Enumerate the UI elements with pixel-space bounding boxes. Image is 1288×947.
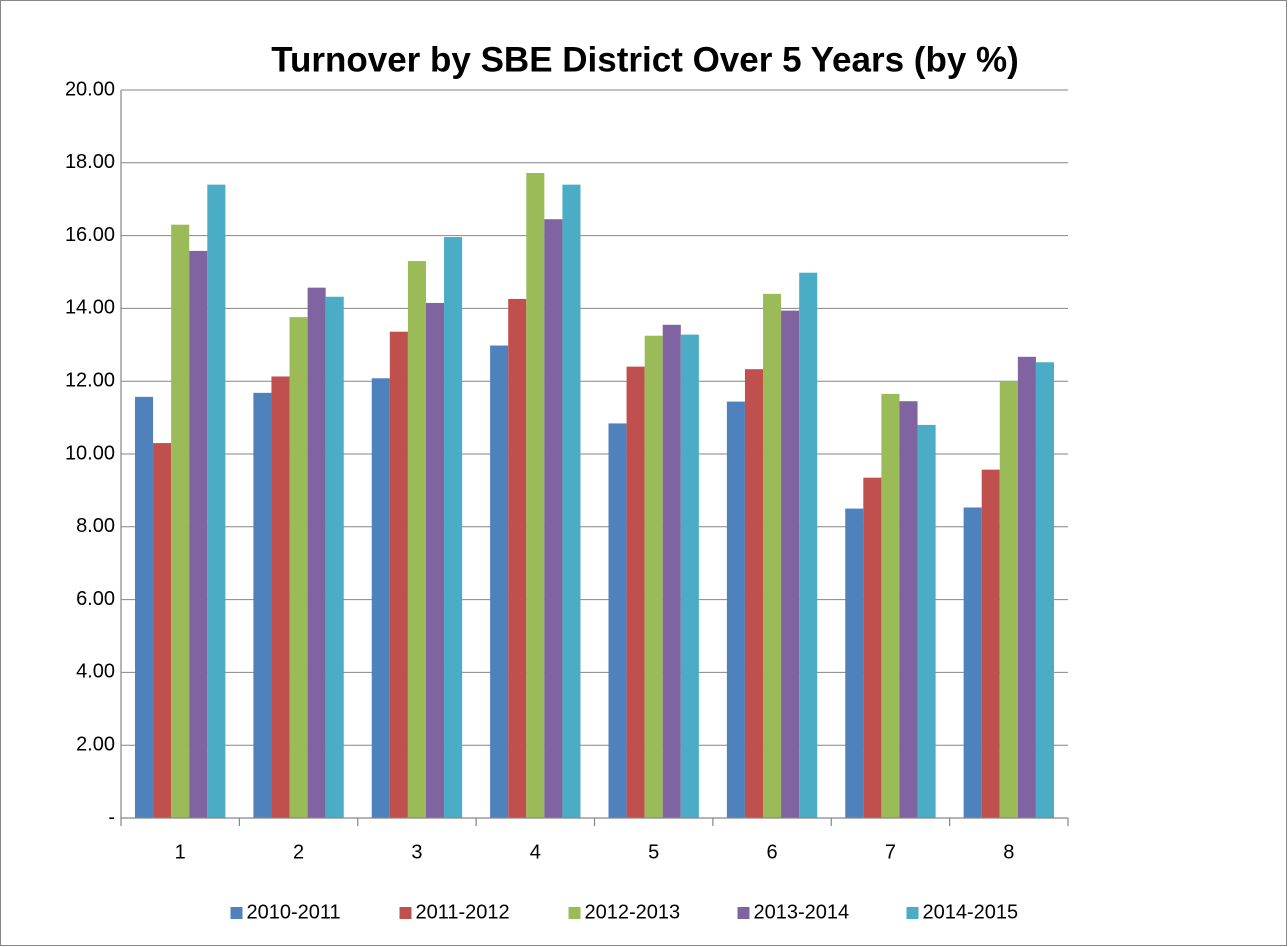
x-tick-label: 1 [175, 841, 186, 863]
bar [425, 302, 445, 818]
bar [153, 443, 172, 818]
bar [662, 324, 681, 818]
bar [562, 184, 581, 818]
bar [899, 401, 918, 818]
x-tick-label: 2 [293, 841, 304, 863]
y-tick-label: 14.00 [65, 297, 115, 319]
y-tick-label: 8.00 [76, 515, 115, 537]
bar [490, 345, 509, 818]
y-tick-label: 10.00 [65, 442, 115, 464]
bar [207, 184, 226, 818]
bar [963, 507, 982, 818]
legend-swatch [737, 907, 750, 919]
x-tick-label: 8 [1003, 841, 1014, 863]
bar [189, 250, 208, 818]
bar [271, 376, 290, 818]
y-tick-label: 20.00 [65, 78, 115, 100]
bar [781, 310, 800, 818]
legend-swatch [230, 907, 243, 919]
bar [881, 393, 900, 818]
x-tick-label: 4 [530, 841, 541, 863]
bar [726, 401, 745, 818]
bar [644, 335, 663, 818]
bar [845, 508, 864, 818]
bar [981, 469, 1000, 818]
bar [307, 287, 326, 819]
x-tick-label: 6 [767, 841, 778, 863]
bar [135, 396, 154, 818]
y-tick-label: 16.00 [65, 224, 115, 246]
bar [289, 317, 308, 818]
legend-swatch [906, 907, 919, 919]
bar [371, 378, 390, 818]
chart-title: Turnover by SBE District Over 5 Years (b… [271, 40, 1019, 79]
bar [680, 334, 699, 818]
bar [526, 172, 545, 818]
bar [407, 261, 426, 819]
bar [389, 331, 408, 818]
bar [917, 424, 936, 818]
y-tick-label: 6.00 [76, 588, 115, 610]
x-tick-label: 7 [885, 841, 896, 863]
y-tick-label: - [108, 806, 115, 828]
x-tick-label: 3 [411, 841, 422, 863]
legend-swatch [568, 907, 581, 919]
bar [171, 224, 190, 818]
bar [325, 296, 344, 818]
bar [763, 293, 782, 819]
bar [626, 366, 645, 818]
legend-label: 2011-2012 [416, 901, 510, 923]
bar [508, 298, 527, 818]
x-tick-label: 5 [648, 841, 659, 863]
bar [444, 237, 463, 818]
bar [744, 369, 764, 818]
legend-label: 2013-2014 [754, 901, 850, 923]
bar [799, 272, 818, 818]
y-tick-label: 4.00 [76, 661, 115, 683]
bar [608, 423, 627, 818]
legend-label: 2014-2015 [923, 901, 1019, 923]
y-tick-label: 12.00 [65, 369, 115, 391]
bar [253, 392, 272, 818]
legend-label: 2010-2011 [247, 901, 341, 923]
legend-swatch [399, 907, 412, 919]
bar [999, 381, 1018, 818]
bar [544, 219, 563, 819]
bar [1035, 362, 1054, 818]
bar [863, 477, 882, 818]
y-tick-label: 2.00 [76, 733, 115, 755]
bar [1017, 356, 1036, 818]
legend-label: 2012-2013 [585, 901, 681, 923]
y-tick-label: 18.00 [65, 151, 115, 173]
